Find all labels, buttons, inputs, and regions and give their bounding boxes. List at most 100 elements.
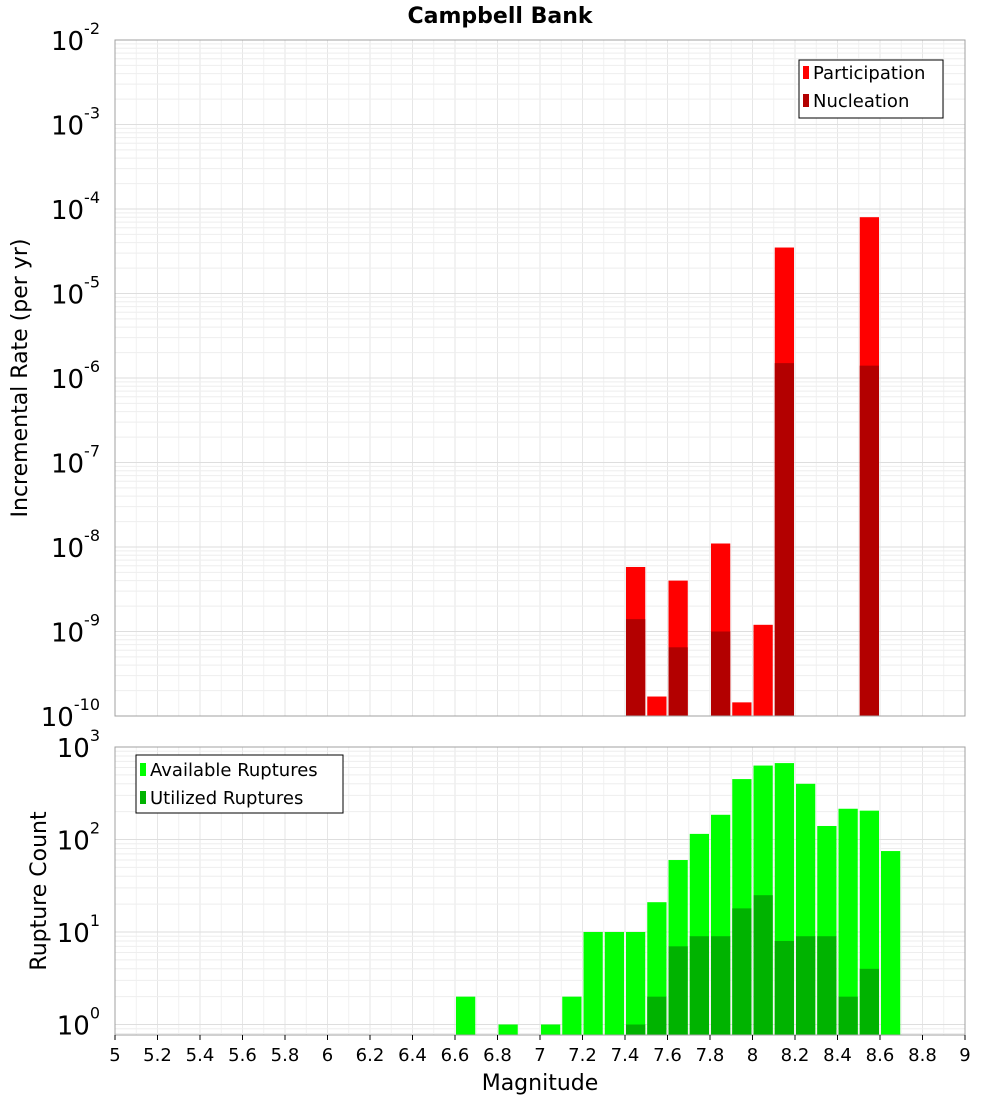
x-tick-label: 7: [534, 1045, 545, 1066]
top-legend-box: [798, 59, 944, 119]
x-tick-label: 5: [109, 1045, 120, 1066]
rupture-count-panel: 100 101 102 1 0 3 5 5.2 5.4 5.6 5.8 6 6.2 6.4 6.6 6.8 7…: [27, 726, 971, 1096]
bar-utilized-ruptures: [668, 946, 688, 1035]
bar-utilized-ruptures: [817, 936, 837, 1035]
bar-utilized-ruptures: [647, 996, 667, 1035]
legend-swatch-participation: [803, 66, 809, 79]
legend-label-available-ruptures: Available Ruptures: [150, 760, 318, 781]
y-tick-exponent: -9: [84, 611, 100, 630]
top-plot-frame: [114, 39, 966, 717]
top-grid: [115, 39, 965, 717]
bar-utilized-ruptures: [753, 895, 773, 1035]
x-tick-label: 7.2: [568, 1045, 597, 1066]
bar-available-ruptures: [604, 932, 624, 1035]
legend-swatch-utilized-ruptures: [140, 791, 146, 804]
x-tick-label: 6.4: [398, 1045, 427, 1066]
x-ticks: 5 5.2 5.4 5.6 5.8 6 6.2 6.4 6.6 6.8 7 7.2 7.4 7.6 7.8 8…: [109, 1035, 971, 1066]
x-tick-label: 8.6: [866, 1045, 895, 1066]
bar-available-ruptures: [456, 996, 476, 1035]
x-tick-label: 6: [322, 1045, 333, 1066]
x-axis-label: Magnitude: [482, 1071, 599, 1096]
x-tick-label: 6.8: [483, 1045, 512, 1066]
legend-swatch-nucleation: [803, 94, 809, 107]
y-tick-exponent: 3: [90, 726, 100, 745]
y-tick-label: 10-2: [51, 19, 100, 57]
x-tick-label: 8.2: [781, 1045, 810, 1066]
y-tick-label: 101: [57, 911, 100, 949]
y-tick-label: 10-9: [51, 611, 100, 649]
bar-available-ruptures: [583, 932, 603, 1035]
bar-available-ruptures: [562, 996, 582, 1035]
bar-utilized-ruptures: [732, 908, 752, 1035]
bar-participation: [753, 624, 773, 716]
y-tick-exponent: -10: [74, 695, 100, 714]
top-bars: [626, 217, 879, 716]
x-tick-label: 7.4: [611, 1045, 640, 1066]
bar-available-ruptures: [541, 1024, 561, 1035]
x-tick-label: 8: [747, 1045, 758, 1066]
bar-nucleation: [711, 631, 731, 716]
bar-utilized-ruptures: [689, 936, 709, 1035]
bar-available-ruptures: [626, 932, 646, 1035]
x-tick-label: 6.6: [441, 1045, 470, 1066]
y-tick-exponent: -4: [84, 188, 100, 207]
y-tick-label: 102: [57, 819, 100, 857]
bar-utilized-ruptures: [626, 1024, 646, 1035]
bar-available-ruptures: [498, 1024, 518, 1035]
y-tick-exponent: -8: [84, 526, 100, 545]
y-tick-label: 10-8: [51, 526, 100, 564]
bar-available-ruptures: [881, 851, 901, 1035]
x-tick-label: 6.2: [356, 1045, 385, 1066]
bottom-bars: [456, 763, 901, 1035]
x-tick-label: 7.8: [696, 1045, 725, 1066]
y-tick-label: 100: [57, 1004, 100, 1042]
bottom-legend-box: [135, 754, 344, 814]
x-tick-label: 5.4: [186, 1045, 215, 1066]
y-tick-exponent: 1: [90, 911, 100, 930]
bar-available-ruptures: [838, 808, 858, 1035]
bottom-legend: Available Ruptures Utilized Ruptures: [135, 754, 344, 814]
y-tick-exponent: 2: [90, 819, 100, 838]
bar-utilized-ruptures: [838, 996, 858, 1035]
y-tick-exponent: -6: [84, 357, 100, 376]
y-tick-label: 10-5: [51, 273, 100, 311]
top-y-axis-label: Incremental Rate (per yr): [8, 239, 33, 518]
y-tick-label: 10-4: [51, 188, 100, 226]
y-tick-exponent: -3: [84, 104, 100, 123]
top-legend: Participation Nucleation: [798, 59, 944, 119]
bar-participation: [647, 696, 667, 716]
x-tick-label: 5.2: [143, 1045, 172, 1066]
bar-utilized-ruptures: [796, 936, 816, 1035]
x-tick-label: 5.6: [228, 1045, 257, 1066]
y-tick-label: 10-3: [51, 104, 100, 142]
legend-label-utilized-ruptures: Utilized Ruptures: [150, 788, 303, 809]
x-tick-label: 9: [959, 1045, 970, 1066]
x-tick-label: 8.8: [908, 1045, 937, 1066]
bar-participation: [732, 702, 752, 716]
bar-nucleation: [859, 365, 879, 716]
bottom-grid: [115, 746, 965, 1035]
bar-nucleation: [774, 363, 794, 716]
y-tick-label: 10-7: [51, 442, 100, 480]
bottom-y-axis-label: Rupture Count: [27, 811, 52, 971]
y-tick-label: 10-6: [51, 357, 100, 395]
y-tick-exponent: 0: [90, 1004, 100, 1023]
chart-title: Campbell Bank: [408, 4, 594, 29]
x-tick-label: 5.8: [271, 1045, 300, 1066]
bar-nucleation: [626, 619, 646, 716]
bar-utilized-ruptures: [711, 936, 731, 1035]
x-tick-label: 7.6: [653, 1045, 682, 1066]
legend-label-participation: Participation: [813, 63, 925, 84]
bottom-y-ticks: 100 101 102 1 0 3: [57, 726, 100, 1042]
legend-swatch-available-ruptures: [140, 763, 146, 776]
y-tick-exponent: -2: [84, 19, 100, 38]
bar-utilized-ruptures: [859, 968, 879, 1035]
x-tick-label: 8.4: [823, 1045, 852, 1066]
y-tick-exponent: -7: [84, 442, 100, 461]
legend-label-nucleation: Nucleation: [813, 91, 909, 112]
y-tick-exponent: -5: [84, 273, 100, 292]
bar-nucleation: [668, 647, 688, 716]
